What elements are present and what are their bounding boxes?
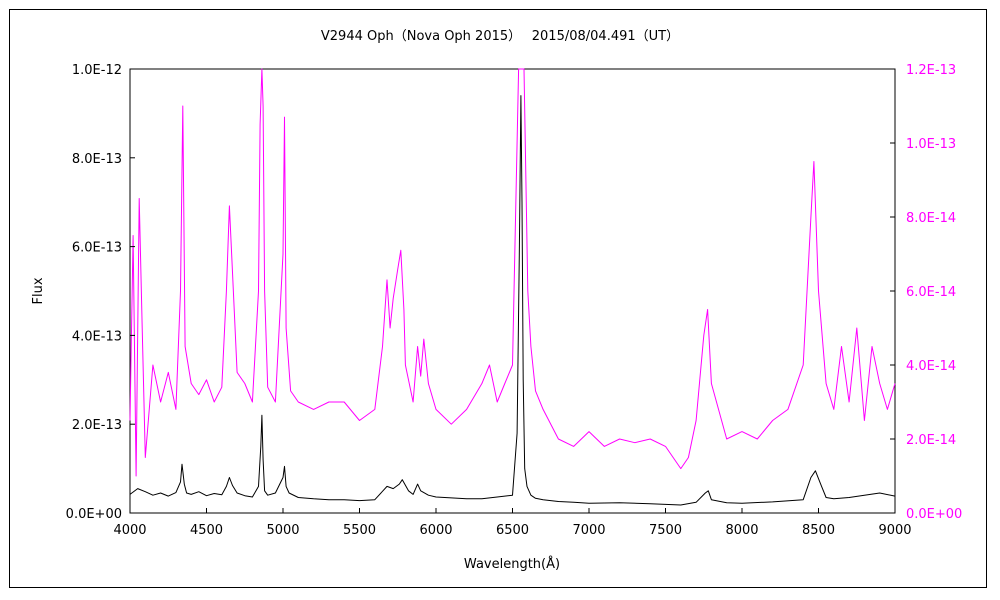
- y-axis-label: Flux: [31, 277, 46, 304]
- x-tick-label: 6000: [419, 523, 452, 538]
- y2-tick-label: 1.2E-13: [906, 63, 956, 78]
- x-tick-label: 9000: [878, 523, 911, 538]
- x-tick-label: 5500: [343, 523, 376, 538]
- y2-tick-label: 6.0E-14: [906, 285, 956, 300]
- x-tick-label: 5000: [266, 523, 299, 538]
- x-tick-label: 4500: [190, 523, 223, 538]
- x-tick-label: 7000: [572, 523, 605, 538]
- y2-tick-label: 1.0E-13: [906, 137, 956, 152]
- series-line-black: [129, 95, 896, 506]
- x-tick-label: 8500: [802, 523, 835, 538]
- y2-tick-label: 0.0E+00: [906, 507, 962, 522]
- y2-tick-label: 8.0E-14: [906, 211, 956, 226]
- y2-tick-label: 4.0E-14: [906, 359, 956, 374]
- chart-frame: [9, 9, 987, 588]
- y-tick-label: 8.0E-13: [72, 152, 122, 167]
- y-tick-label: 1.0E-12: [72, 63, 122, 78]
- x-axis-label: Wavelength(Å): [464, 556, 560, 572]
- plot-area: [129, 68, 896, 514]
- series-line-magenta: [129, 68, 896, 477]
- y-tick-label: 2.0E-13: [72, 418, 122, 433]
- y-tick-label: 4.0E-13: [72, 329, 122, 344]
- y2-tick-label: 2.0E-14: [906, 433, 956, 448]
- x-tick-label: 8000: [725, 523, 758, 538]
- x-tick-label: 6500: [496, 523, 529, 538]
- x-tick-label: 7500: [649, 523, 682, 538]
- data-layer: [129, 68, 896, 506]
- chart-title: V2944 Oph（Nova Oph 2015） 2015/08/04.491（…: [321, 29, 679, 44]
- x-tick-label: 4000: [113, 523, 146, 538]
- y-tick-label: 0.0E+00: [66, 507, 122, 522]
- axis-layer: 4000 4500 5000 5500 6000 6500 7000 7500 8000 8500…: [66, 63, 963, 538]
- y-tick-label: 6.0E-13: [72, 241, 122, 256]
